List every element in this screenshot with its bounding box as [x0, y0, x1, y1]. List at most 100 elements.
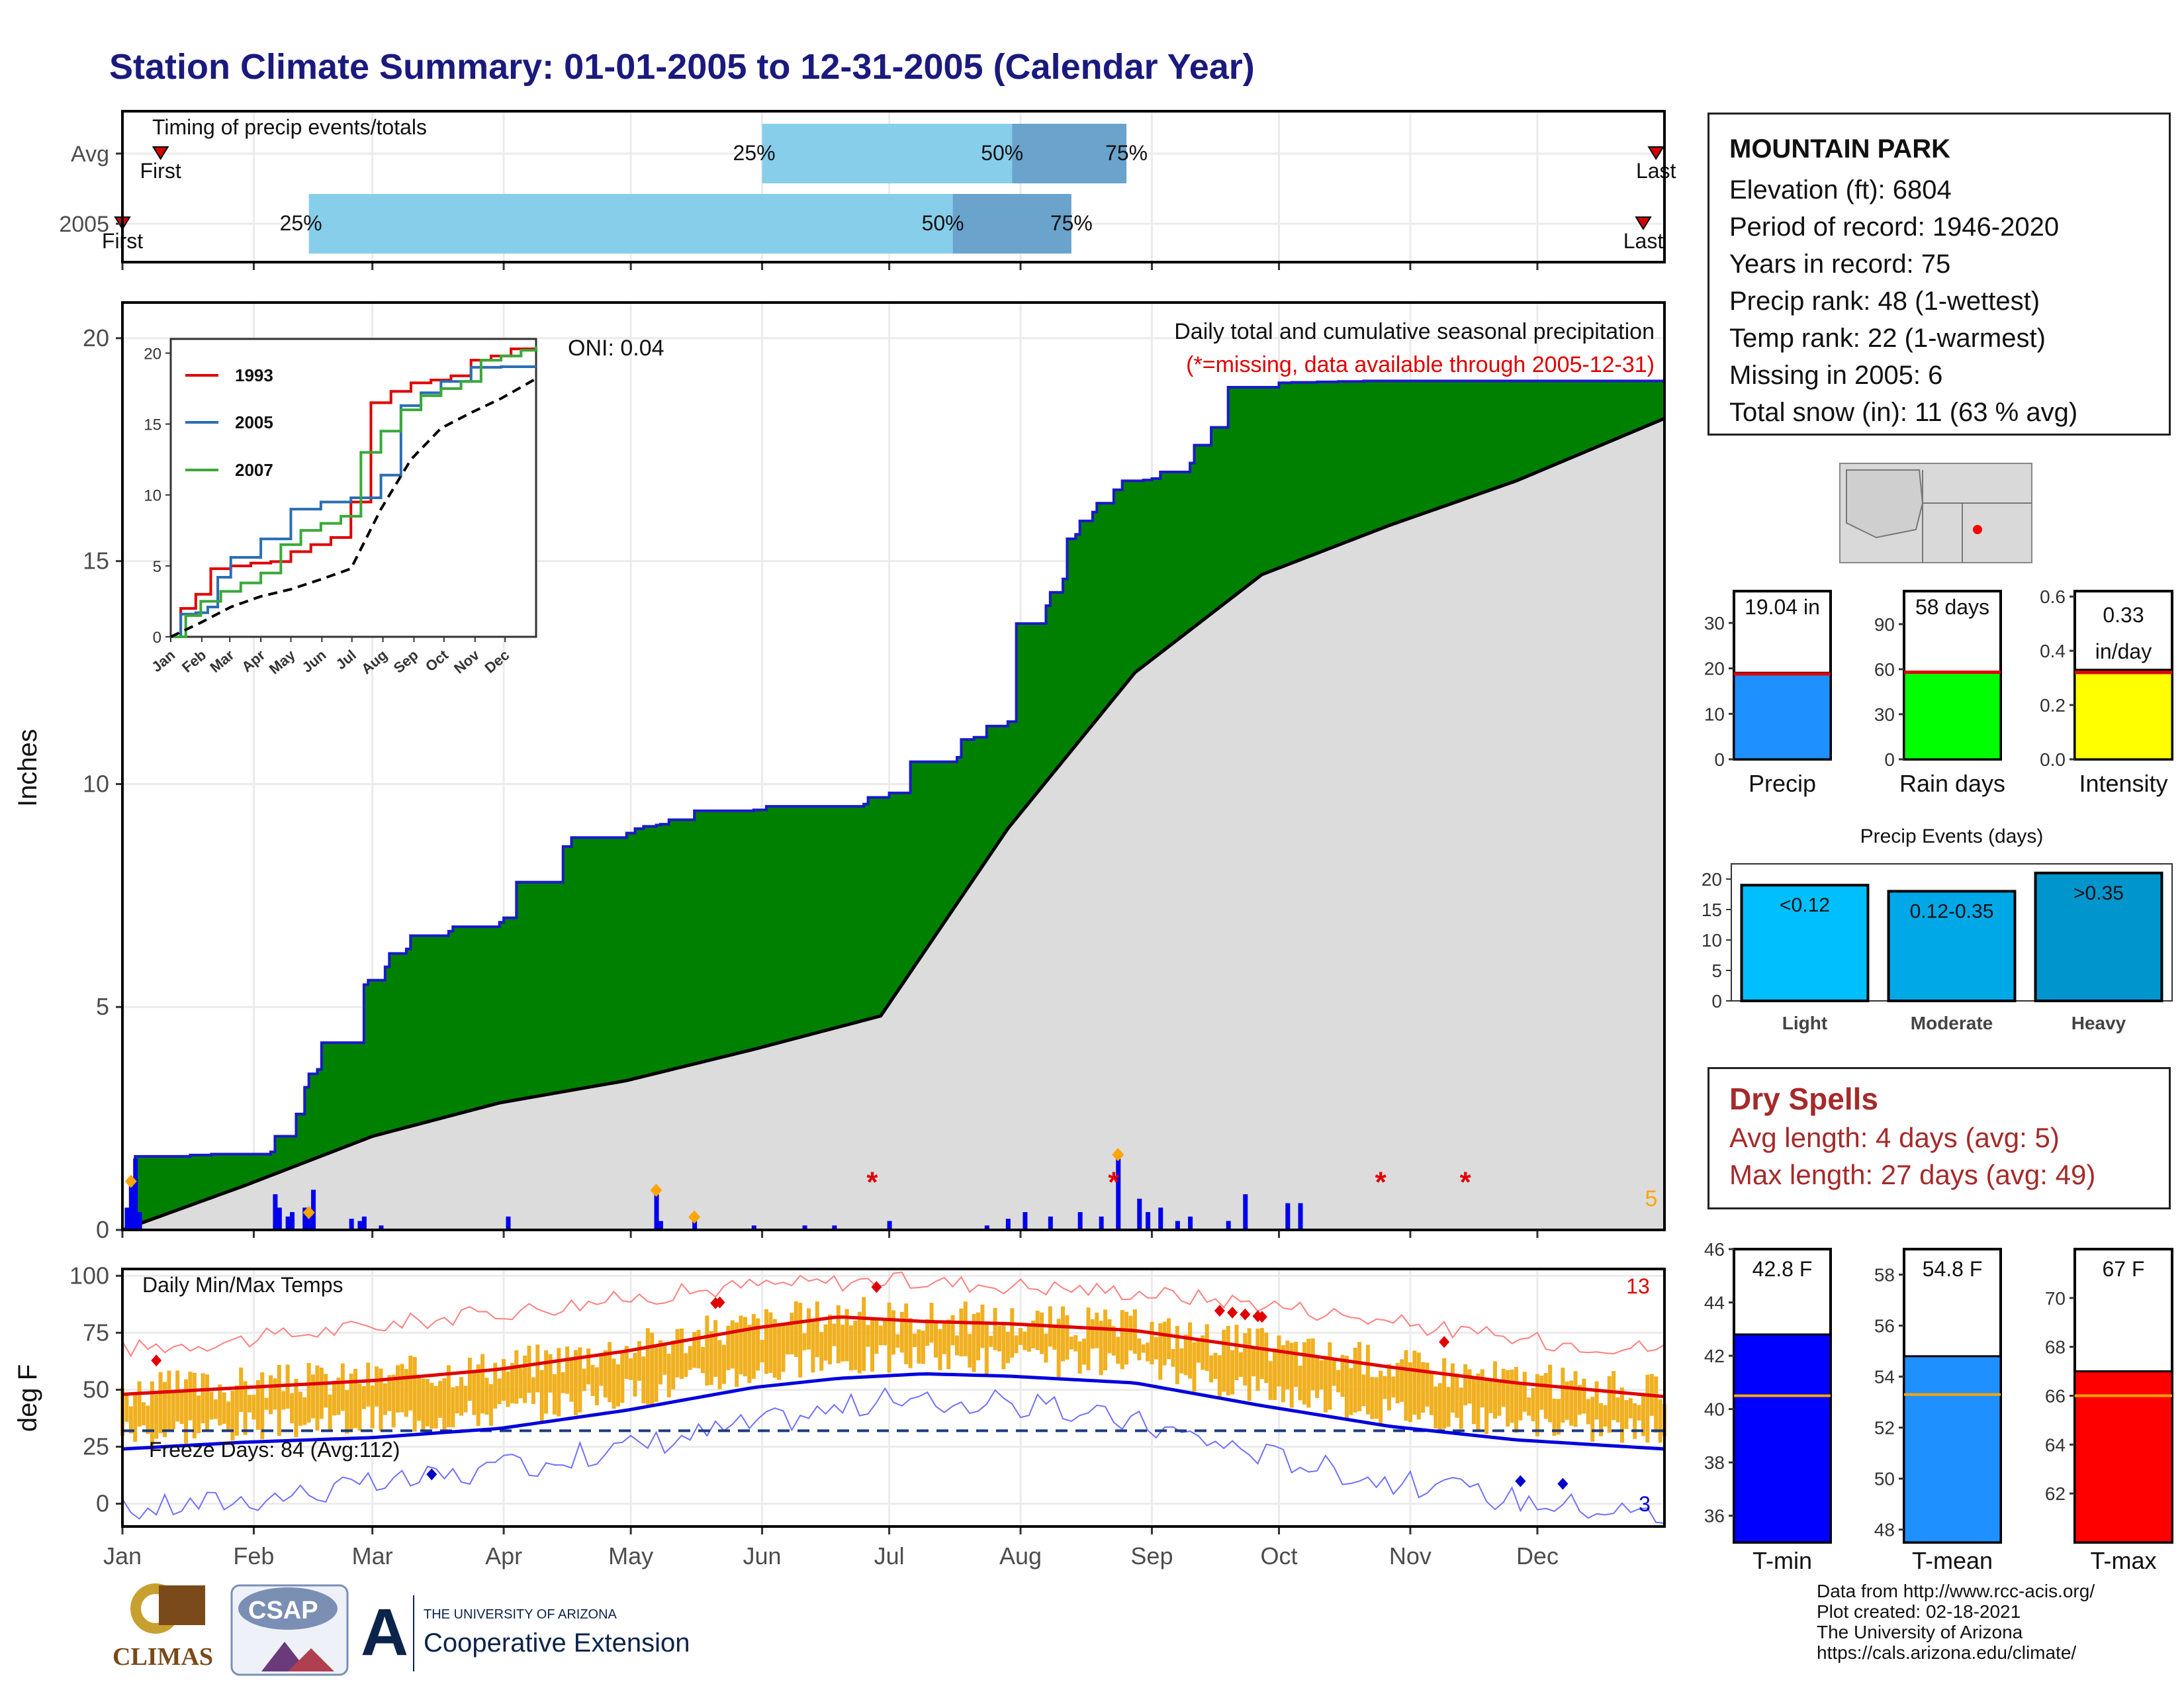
timing-last-label: Last [1636, 159, 1676, 183]
temp-daily-bar [925, 1319, 930, 1346]
temp-daily-bar [1594, 1381, 1599, 1420]
gauge-tmin-ytick-label: 44 [1704, 1293, 1725, 1313]
temp-daily-bar [620, 1353, 625, 1403]
temp-daily-bar [1019, 1328, 1023, 1345]
precip-ytick-label: 5 [96, 993, 109, 1020]
temp-daily-bar [772, 1319, 777, 1378]
temp-daily-bar [248, 1395, 252, 1413]
temp-daily-bar [1035, 1310, 1040, 1350]
gauge-tmin-category-label: T-min [1752, 1547, 1812, 1574]
month-label: Sep [1130, 1542, 1173, 1570]
temp-daily-bar [874, 1317, 879, 1354]
temp-daily-bar [1395, 1362, 1400, 1404]
temp-daily-bar [841, 1325, 845, 1362]
missing-marker: * [1460, 1166, 1472, 1199]
temp-daily-bar [1056, 1319, 1061, 1378]
month-label: Dec [1516, 1542, 1559, 1570]
gauge-raindays-category-label: Rain days [1899, 770, 2005, 797]
temp-daily-bar [1565, 1382, 1569, 1420]
temp-daily-bar [959, 1308, 964, 1356]
temp-ytick-label: 75 [83, 1319, 109, 1346]
temp-daily-bar [713, 1320, 718, 1377]
temp-daily-bar [899, 1311, 904, 1353]
record-high-marker [1227, 1306, 1238, 1319]
temp-daily-bar [942, 1321, 946, 1354]
events-ytick-label: 10 [1702, 930, 1722, 951]
gauge-tmean-ytick-label: 56 [1874, 1316, 1895, 1336]
precip-daily-bar [1005, 1219, 1011, 1230]
temp-daily-bar [1217, 1355, 1222, 1397]
events-bar-label: <0.12 [1780, 894, 1830, 916]
precip-2005-line [122, 379, 1664, 1231]
precip-daily-bar [984, 1225, 989, 1230]
temp-daily-bar [205, 1374, 210, 1432]
temp-daily-bar [243, 1381, 248, 1435]
temp-daily-bar [1332, 1358, 1336, 1386]
precip-daily-bar [311, 1190, 316, 1230]
temp-ytick-label: 0 [96, 1490, 109, 1517]
temp-daily-bar [306, 1362, 311, 1423]
gauge-intensity-bar [2073, 669, 2173, 761]
temp-daily-bar [573, 1350, 578, 1415]
temp-daily-bar [1433, 1386, 1438, 1429]
gauge-raindays-ytick-label: 90 [1874, 614, 1895, 635]
temp-daily-bar [802, 1333, 807, 1350]
temp-daily-bar [1005, 1331, 1010, 1364]
temp-daily-bar [1459, 1387, 1463, 1429]
temp-daily-bar [1026, 1323, 1031, 1352]
logo-strip: CLIMAS CSAP A THE UNIVERSITY OF ARIZONA … [106, 1579, 741, 1685]
temp-daily-bar [1353, 1347, 1357, 1413]
temp-daily-bar [1150, 1321, 1154, 1365]
temp-daily-bar [370, 1385, 375, 1429]
temp-daily-bar [523, 1355, 527, 1403]
credit-url: https://cals.arizona.edu/climate/ [1817, 1642, 2077, 1663]
temp-daily-bar [1196, 1340, 1201, 1363]
temp-daily-bar [1577, 1385, 1582, 1415]
temp-ylabel: deg F [13, 1364, 42, 1432]
temp-daily-bar [1637, 1405, 1641, 1421]
temp-daily-bar [675, 1329, 680, 1378]
record-high-marker [1256, 1311, 1267, 1323]
temp-daily-bar [379, 1368, 383, 1431]
timing-p75-label: 75% [1105, 141, 1148, 165]
snow-marker [124, 1174, 137, 1188]
temp-daily-bar [1277, 1335, 1281, 1387]
temp-daily-bar [548, 1354, 553, 1393]
gauge-tmean-ytick-label: 50 [1874, 1469, 1895, 1489]
temp-daily-bar [171, 1391, 175, 1430]
precip-subtitle: (*=missing, data available through 2005-… [1186, 352, 1655, 377]
temp-daily-bar [1014, 1335, 1019, 1354]
temp-daily-bar [895, 1334, 900, 1348]
temp-daily-bar [764, 1309, 768, 1374]
map-california [1846, 469, 1924, 539]
temp-daily-bar [1294, 1342, 1298, 1387]
record-high-marker [1439, 1336, 1450, 1348]
timing-last-marker [1647, 146, 1664, 160]
temp-daily-bar [484, 1378, 489, 1415]
ua-big-text: Cooperative Extension [424, 1628, 690, 1658]
temp-daily-bar [315, 1365, 320, 1431]
station-elevation: Elevation (ft): 6804 [1729, 175, 1952, 205]
temp-daily-bar [790, 1313, 794, 1354]
inset-line-2005 [171, 365, 536, 638]
temp-ytick-label: 100 [69, 1262, 109, 1289]
temp-daily-bar [1379, 1370, 1383, 1424]
precip-daily-bar [1188, 1216, 1193, 1230]
events-category-label: Heavy [2071, 1013, 2126, 1033]
temp-daily-bar [1344, 1356, 1349, 1418]
temp-daily-bar [430, 1383, 434, 1429]
precip-title: Daily total and cumulative seasonal prec… [1174, 319, 1655, 344]
temp-daily-bar [142, 1402, 146, 1426]
inset-ytick-label: 15 [144, 416, 161, 434]
temp-daily-bar [1518, 1383, 1523, 1421]
temp-daily-bar [488, 1383, 493, 1426]
precip-daily-bar [290, 1212, 295, 1230]
temp-daily-bar [1476, 1373, 1480, 1430]
credits: Data from http://www.rcc-acis.org/ Plot … [1817, 1581, 2095, 1663]
events-ytick-label: 15 [1702, 900, 1722, 920]
temp-daily-bar [230, 1390, 235, 1441]
temp-daily-bar [848, 1325, 853, 1371]
timing-p75-label: 75% [1050, 211, 1093, 235]
month-label: Aug [999, 1542, 1042, 1570]
temp-daily-bar [827, 1314, 832, 1365]
